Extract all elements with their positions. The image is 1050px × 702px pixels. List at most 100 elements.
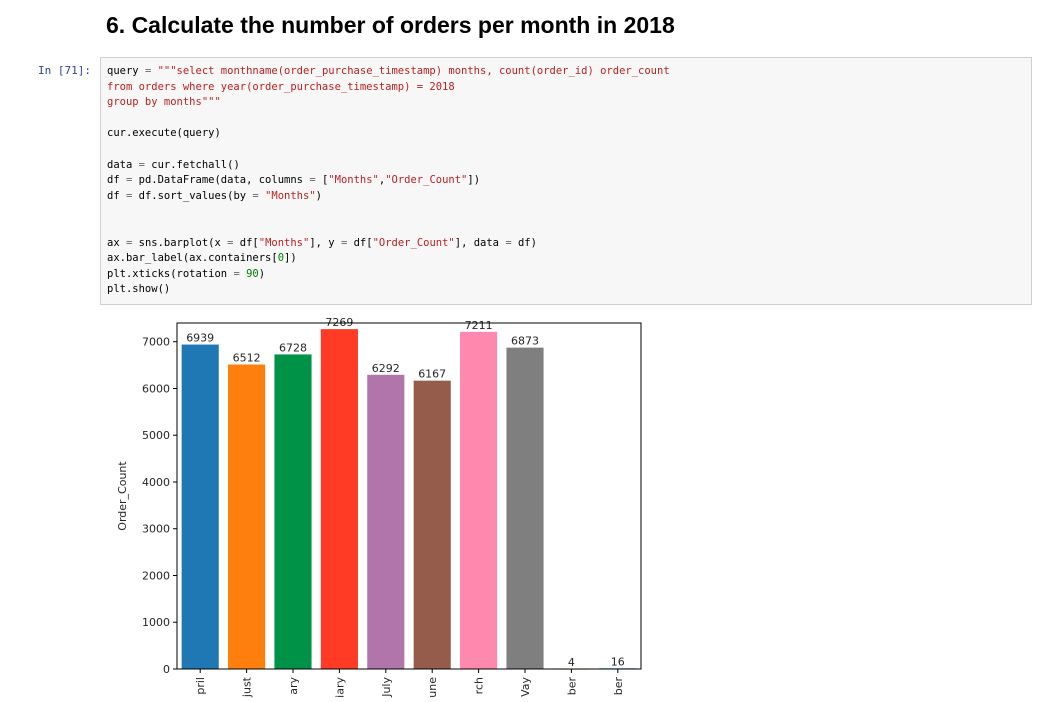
code-line: group by months""" bbox=[107, 95, 670, 111]
y-tick-label: 6000 bbox=[142, 382, 170, 395]
code-token: = bbox=[125, 174, 133, 187]
x-tick-label: iary bbox=[333, 677, 346, 698]
code-line bbox=[107, 204, 670, 220]
bar bbox=[367, 374, 405, 669]
code-token: ) bbox=[258, 267, 266, 280]
bar bbox=[228, 364, 266, 669]
code-token: ]) bbox=[284, 252, 297, 265]
bar bbox=[413, 380, 451, 669]
bar-value-label: 6292 bbox=[372, 362, 400, 375]
code-token: ]) bbox=[467, 174, 481, 187]
y-tick-label: 5000 bbox=[142, 429, 170, 442]
code-line: cur.execute(query) bbox=[107, 126, 670, 142]
code-token: data bbox=[107, 158, 139, 171]
y-tick-label: 0 bbox=[163, 663, 170, 676]
x-tick-label: ber bbox=[612, 677, 625, 696]
code-token: from orders where year(order_purchase_ti… bbox=[107, 80, 455, 93]
bar-value-label: 16 bbox=[611, 655, 625, 668]
code-line bbox=[107, 111, 670, 127]
code-token: ], data bbox=[454, 236, 506, 249]
code-token: , bbox=[378, 174, 386, 187]
code-token: ) bbox=[315, 189, 322, 202]
code-line: from orders where year(order_purchase_ti… bbox=[107, 80, 670, 96]
bar bbox=[320, 329, 358, 669]
code-token: pd.DataFrame(data, columns bbox=[132, 174, 310, 187]
code-token: 0 bbox=[277, 252, 285, 265]
code-token: "Months" bbox=[265, 189, 316, 202]
code-token: df) bbox=[511, 236, 537, 249]
code-token: df.sort_values(by bbox=[132, 189, 253, 202]
code-token: df bbox=[107, 189, 126, 202]
code-token: query bbox=[107, 65, 145, 77]
section-heading: 6. Calculate the number of orders per mo… bbox=[106, 12, 675, 38]
code-token: = bbox=[309, 174, 316, 187]
code-line: query = """select monthname(order_purcha… bbox=[107, 64, 670, 80]
x-tick-label: pril bbox=[194, 677, 207, 695]
code-line: ax.bar_label(ax.containers[0]) bbox=[107, 251, 670, 267]
code-token: cur.execute(query) bbox=[107, 127, 221, 140]
x-tick-label: July bbox=[380, 677, 393, 698]
bar-value-label: 6873 bbox=[511, 335, 539, 348]
code-token: = bbox=[227, 236, 234, 249]
plot-frame bbox=[176, 322, 642, 670]
code-token: 90 bbox=[246, 267, 259, 280]
code-line: plt.xticks(rotation = 90) bbox=[107, 267, 670, 283]
code-line bbox=[107, 220, 670, 236]
code-line: ax = sns.barplot(x = df["Months"], y = d… bbox=[107, 236, 670, 252]
y-tick-label: 3000 bbox=[142, 523, 170, 536]
code-token: = bbox=[233, 267, 240, 280]
bar bbox=[506, 347, 544, 669]
x-tick-label: Vay bbox=[519, 677, 532, 697]
code-line bbox=[107, 142, 670, 158]
code-token: = bbox=[340, 236, 348, 249]
code-token: = bbox=[125, 189, 133, 202]
y-tick-label: 7000 bbox=[142, 336, 170, 349]
x-tick-label: ary bbox=[287, 677, 300, 695]
code-cell[interactable]: query = """select monthname(order_purcha… bbox=[100, 57, 1032, 305]
code-line: data = cur.fetchall() bbox=[107, 158, 670, 174]
code-token: df bbox=[107, 174, 126, 187]
cell-prompt: In [71]: bbox=[38, 64, 91, 77]
x-tick-label: ber bbox=[565, 677, 578, 696]
bar-value-label: 6728 bbox=[279, 341, 307, 354]
x-tick-label: just bbox=[241, 676, 254, 698]
bar-value-label: 6167 bbox=[418, 368, 446, 381]
bar bbox=[274, 354, 312, 669]
code-token: = bbox=[125, 236, 133, 249]
y-tick-label: 4000 bbox=[142, 476, 170, 489]
cell-output: 6939 6512 6728 7269 6292 6167 7211 6873 4 16 0 100… bbox=[100, 316, 660, 702]
code-token: ax.bar_label(ax.containers[ bbox=[107, 252, 278, 265]
code-token: df[ bbox=[347, 236, 373, 249]
bar bbox=[460, 331, 498, 669]
bar-value-label: 6939 bbox=[186, 332, 214, 345]
y-tick-label: 2000 bbox=[142, 569, 170, 582]
code-token: = bbox=[138, 158, 145, 171]
bar-value-label: 6512 bbox=[233, 352, 261, 365]
bar bbox=[181, 344, 219, 669]
code-token: ax bbox=[107, 236, 126, 249]
code-token: plt.xticks(rotation bbox=[107, 267, 234, 280]
code-token: = bbox=[505, 236, 512, 249]
code-editor[interactable]: query = """select monthname(order_purcha… bbox=[107, 64, 670, 298]
code-line: df = df.sort_values(by = "Months") bbox=[107, 189, 670, 205]
x-tick-label: une bbox=[426, 677, 439, 698]
code-token: = bbox=[144, 65, 152, 77]
code-token: df[ bbox=[233, 236, 259, 249]
code-token: plt.show() bbox=[107, 283, 171, 296]
code-line: plt.show() bbox=[107, 282, 670, 298]
y-tick-label: 1000 bbox=[142, 616, 170, 629]
bar-value-label: 7211 bbox=[465, 319, 493, 332]
code-token: group by months""" bbox=[107, 96, 221, 109]
bar-value-label: 4 bbox=[568, 656, 575, 669]
code-token: "Order_Count" bbox=[372, 236, 455, 249]
code-token: [ bbox=[315, 174, 329, 187]
code-line: df = pd.DataFrame(data, columns = ["Mont… bbox=[107, 173, 670, 189]
code-token: = bbox=[252, 189, 259, 202]
code-token: ], y bbox=[309, 236, 341, 249]
x-tick-label: rch bbox=[473, 677, 486, 694]
code-token: "Order_Count" bbox=[385, 174, 468, 187]
y-axis-label: Order_Count bbox=[116, 461, 129, 531]
code-token: "Months" bbox=[258, 236, 310, 249]
code-token: sns.barplot(x bbox=[132, 236, 228, 249]
